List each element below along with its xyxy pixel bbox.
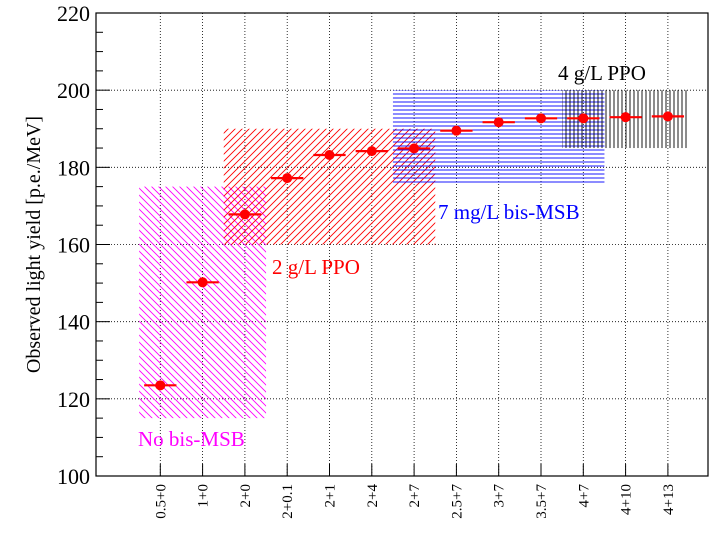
x-tick-label: 0.5+0 (153, 484, 169, 519)
x-tick-label: 4+10 (619, 484, 635, 515)
x-tick-label: 2+4 (365, 484, 381, 508)
data-point (451, 125, 462, 136)
data-point (620, 112, 631, 123)
band-label-2-g-l-ppo: 2 g/L PPO (272, 255, 360, 279)
x-tick-label: 4+7 (576, 484, 592, 508)
x-tick-label: 2+0.1 (280, 484, 296, 519)
axes: 100 120 140 160 180 200 220 Observed light yiel… (23, 1, 677, 519)
x-tick-label: 3.5+7 (534, 484, 550, 519)
y-axis-label: Observed light yield [p.e./MeV] (23, 116, 45, 373)
x-tick-label: 2+0 (238, 484, 254, 507)
data-point (366, 146, 377, 157)
y-tick-label: 180 (57, 155, 90, 180)
data-point (409, 143, 420, 154)
x-tick-label: 1+0 (196, 484, 212, 507)
x-tick-label: 3+7 (492, 484, 508, 508)
data-point (197, 277, 208, 288)
data-point (239, 209, 250, 220)
band-label-4-g-l-ppo: 4 g/L PPO (558, 61, 646, 85)
data-point (536, 113, 546, 124)
data-point (155, 380, 166, 391)
x-tick-label: 2+1 (323, 484, 339, 507)
band-label-7-mg-l-bis-msb: 7 mg/L bis-MSB (438, 200, 580, 224)
data-point (662, 111, 673, 122)
hatched-bands (139, 90, 690, 419)
y-tick-label: 100 (57, 464, 90, 489)
y-tick-label: 160 (57, 233, 90, 258)
data-point (578, 113, 589, 124)
band-labels: No bis-MSB 2 g/L PPO 7 mg/L bis-MSB 4 g/L P… (138, 61, 646, 451)
y-tick-label: 140 (57, 310, 90, 335)
band-label-no-bis-msb: No bis-MSB (138, 427, 245, 451)
y-tick-label: 220 (57, 1, 90, 26)
data-point (493, 117, 504, 128)
data-point (324, 149, 335, 160)
data-points (144, 111, 685, 391)
y-tick-label: 120 (57, 387, 90, 412)
y-tick-label: 200 (57, 78, 90, 103)
x-tick-label: 4+13 (661, 484, 677, 515)
x-tick-label: 2.5+7 (449, 484, 465, 519)
data-point (282, 173, 293, 184)
x-tick-label: 2+7 (407, 484, 423, 508)
